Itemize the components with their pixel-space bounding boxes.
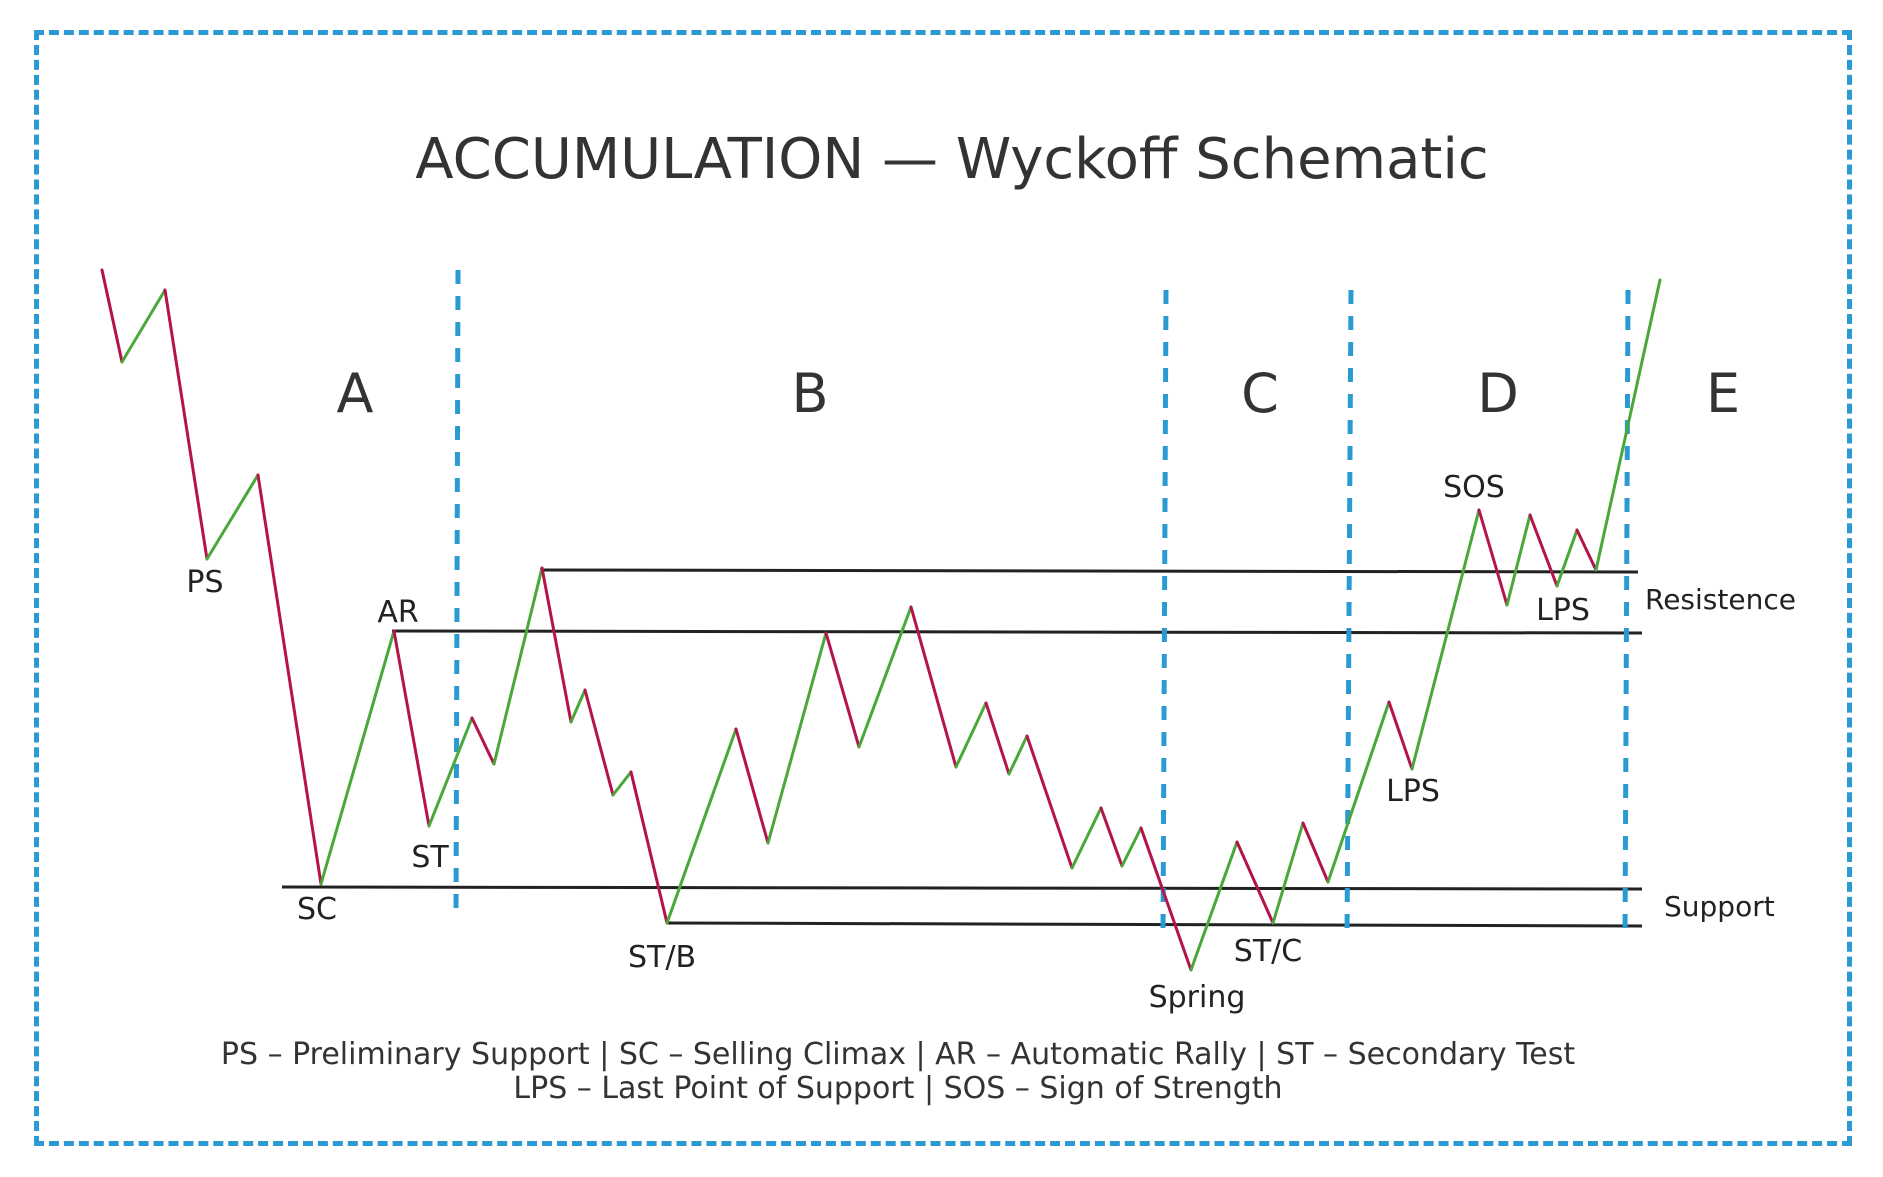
event-label-st-b: ST/B (628, 940, 696, 975)
down-move-segment (1235, 840, 1275, 925)
support-label: Support (1664, 890, 1775, 923)
phase-label-c: C (1241, 362, 1279, 425)
event-label-spring: Spring (1149, 980, 1246, 1015)
up-move-segment (205, 473, 260, 561)
event-label-sc: SC (297, 892, 337, 927)
phase-label-b: B (791, 362, 828, 425)
event-label-sos: SOS (1443, 470, 1505, 505)
down-move-segment (984, 701, 1011, 776)
legend-line-2: LPS – Last Point of Support | SOS – Sign… (513, 1071, 1282, 1106)
up-move-segment (120, 288, 167, 364)
legend-line-1: PS – Preliminary Support | SC – Selling … (221, 1037, 1575, 1072)
level-lines (281, 568, 1643, 928)
down-move-segment (163, 288, 209, 561)
event-label-lps-d: LPS (1386, 774, 1440, 809)
up-move-segment (1070, 806, 1103, 870)
diagram-frame (34, 30, 1852, 1146)
upper-resistance-line (539, 568, 1639, 574)
up-move-segment (857, 605, 913, 749)
resistance-line (391, 629, 1643, 635)
up-move-segment (1189, 840, 1239, 972)
down-move-segment (1099, 806, 1124, 868)
up-move-segment (1271, 821, 1305, 925)
phase-divider-bc (1160, 289, 1169, 939)
lower-support-line (665, 921, 1643, 928)
price-path (100, 268, 1662, 972)
up-move-segment (1505, 513, 1532, 607)
down-move-segment (100, 268, 124, 364)
up-move-segment (427, 716, 474, 828)
up-move-segment (319, 629, 396, 886)
event-label-ps: PS (186, 565, 223, 600)
down-move-segment (256, 473, 323, 886)
up-move-segment (665, 727, 738, 925)
phase-divider-cd (1344, 289, 1354, 939)
down-move-segment (1387, 700, 1414, 771)
resistance-label: Resistence (1645, 583, 1796, 616)
phase-label-e: E (1706, 362, 1740, 425)
support-line (281, 885, 1643, 891)
phase-label-d: D (1477, 362, 1519, 425)
phase-divider-de (1622, 289, 1631, 939)
event-label-ar: AR (377, 595, 418, 630)
up-move-segment (569, 688, 587, 724)
down-move-segment (1477, 508, 1509, 607)
down-move-segment (392, 629, 431, 828)
up-move-segment (1326, 700, 1391, 884)
event-label-st: ST (411, 840, 449, 875)
diagram-title: ACCUMULATION — Wyckoff Schematic (415, 127, 1488, 192)
phase-dividers (453, 269, 1631, 939)
down-move-segment (824, 631, 861, 749)
up-move-segment (766, 631, 828, 845)
event-label-st-c: ST/C (1234, 934, 1302, 969)
up-move-segment (1594, 278, 1662, 572)
down-move-segment (1025, 734, 1074, 870)
phase-label-a: A (337, 362, 374, 425)
up-move-segment (1410, 508, 1481, 771)
down-move-segment (540, 566, 573, 724)
down-move-segment (1575, 528, 1598, 572)
down-move-segment (909, 605, 958, 769)
up-move-segment (1120, 826, 1143, 868)
up-move-segment (1555, 528, 1579, 588)
down-move-segment (1301, 821, 1330, 884)
down-move-segment (470, 716, 496, 766)
event-label-lps-e: LPS (1536, 593, 1590, 628)
up-move-segment (954, 701, 988, 769)
down-move-segment (1528, 513, 1559, 588)
phase-divider-ab (453, 269, 461, 919)
down-move-segment (629, 770, 669, 925)
up-move-segment (1007, 734, 1029, 776)
up-move-segment (492, 566, 544, 766)
down-move-segment (583, 688, 615, 797)
down-move-segment (734, 727, 770, 845)
down-move-segment (1139, 826, 1193, 972)
up-move-segment (611, 770, 633, 797)
